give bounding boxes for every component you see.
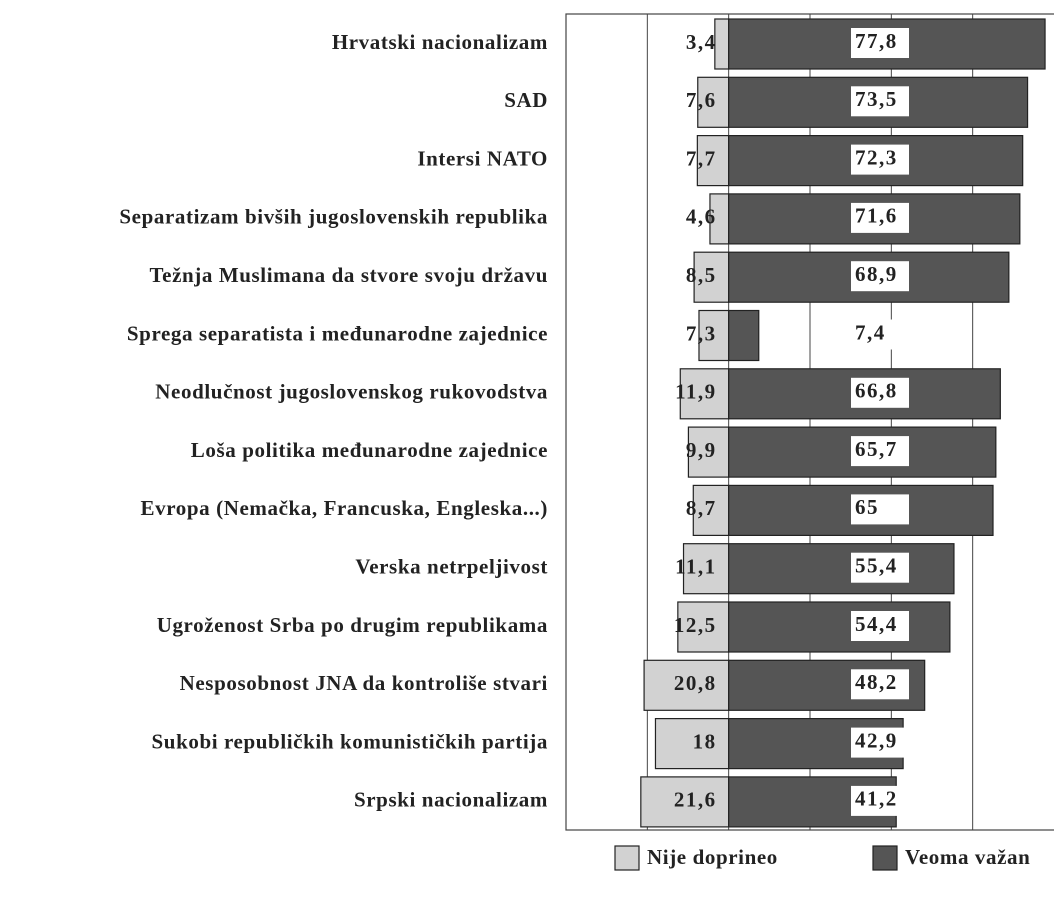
value-label: 18 — [693, 729, 717, 753]
value-label: 65 — [855, 495, 879, 519]
value-label: 4,6 — [686, 205, 717, 229]
category-label: Sukobi republičkih komunističkih partija — [152, 729, 548, 753]
value-label: 7,6 — [686, 88, 717, 112]
bar — [728, 18, 1046, 70]
value-label: 72,3 — [855, 145, 898, 169]
value-label-box — [851, 319, 909, 350]
bar — [696, 135, 730, 187]
bar — [654, 717, 730, 770]
value-label-box — [851, 144, 909, 175]
bar — [697, 76, 730, 128]
value-label: 65,7 — [855, 437, 898, 461]
value-label: 9,9 — [686, 438, 717, 462]
value-label: 7,4 — [855, 320, 886, 344]
value-label: 73,5 — [855, 87, 898, 111]
value-label: 7,3 — [686, 321, 717, 345]
bar — [714, 18, 730, 70]
value-label: 68,9 — [855, 262, 898, 286]
value-label: 77,8 — [855, 29, 898, 53]
value-label-box — [851, 785, 909, 816]
value-label-box — [851, 86, 909, 117]
value-label-box — [851, 727, 909, 758]
category-label: Verska netrpeljivost — [355, 555, 548, 579]
bar — [728, 601, 951, 653]
category-label: Separatizam bivših jugoslovenskih republ… — [119, 205, 548, 229]
value-label: 21,6 — [674, 788, 717, 812]
category-label: Nesposobnost JNA da kontroliše stvari — [180, 671, 548, 695]
value-label: 55,4 — [855, 554, 898, 578]
value-label: 11,9 — [675, 380, 717, 404]
bar — [698, 309, 730, 362]
bar — [728, 309, 760, 362]
category-label: Neodlučnost jugoslovenskog rukovodstva — [155, 380, 548, 404]
value-label: 66,8 — [855, 379, 898, 403]
category-label: Hrvatski nacionalizam — [332, 30, 548, 54]
value-label: 48,2 — [855, 670, 898, 694]
value-label-box — [851, 261, 909, 292]
value-label: 12,5 — [674, 613, 717, 637]
value-label: 8,5 — [686, 263, 717, 287]
legend-label: Nije doprineo — [647, 845, 778, 869]
value-label: 3,4 — [686, 30, 717, 54]
value-label: 20,8 — [674, 671, 717, 695]
legend-label: Veoma važan — [905, 845, 1030, 869]
bar — [692, 484, 730, 536]
bar — [679, 368, 730, 420]
value-label: 8,7 — [686, 496, 717, 520]
category-label: Srpski nacionalizam — [354, 788, 548, 812]
plot-frame — [565, 13, 1054, 831]
value-label: 71,6 — [855, 204, 898, 228]
value-label: 41,2 — [855, 787, 898, 811]
category-label: SAD — [504, 88, 548, 112]
value-label: 11,1 — [675, 555, 717, 579]
category-label: Evropa (Nemačka, Francuska, Engleska...) — [141, 496, 548, 520]
bar — [640, 776, 730, 828]
category-label: Ugroženost Srba po drugim republikama — [157, 613, 548, 637]
bar — [728, 543, 955, 595]
value-label-box — [851, 669, 909, 700]
value-label-box — [851, 494, 909, 525]
category-label: Težnja Muslimana da stvore svoju državu — [149, 263, 548, 287]
bar — [687, 426, 730, 478]
category-label: Sprega separatista i međunarodne zajedni… — [127, 321, 548, 345]
value-label-box — [851, 377, 909, 408]
category-label: Loša politika međunarodne zajednice — [191, 438, 548, 462]
value-label-box — [851, 202, 909, 233]
legend-swatch — [872, 845, 898, 871]
value-label: 42,9 — [855, 728, 898, 752]
legend-swatch — [614, 845, 640, 871]
value-label: 54,4 — [855, 612, 898, 636]
value-label-box — [851, 436, 909, 467]
category-label: Intersi NATO — [417, 146, 548, 170]
value-label-box — [851, 28, 909, 58]
value-label-box — [851, 552, 909, 583]
value-label: 7,7 — [686, 146, 717, 170]
value-label-box — [851, 611, 909, 641]
